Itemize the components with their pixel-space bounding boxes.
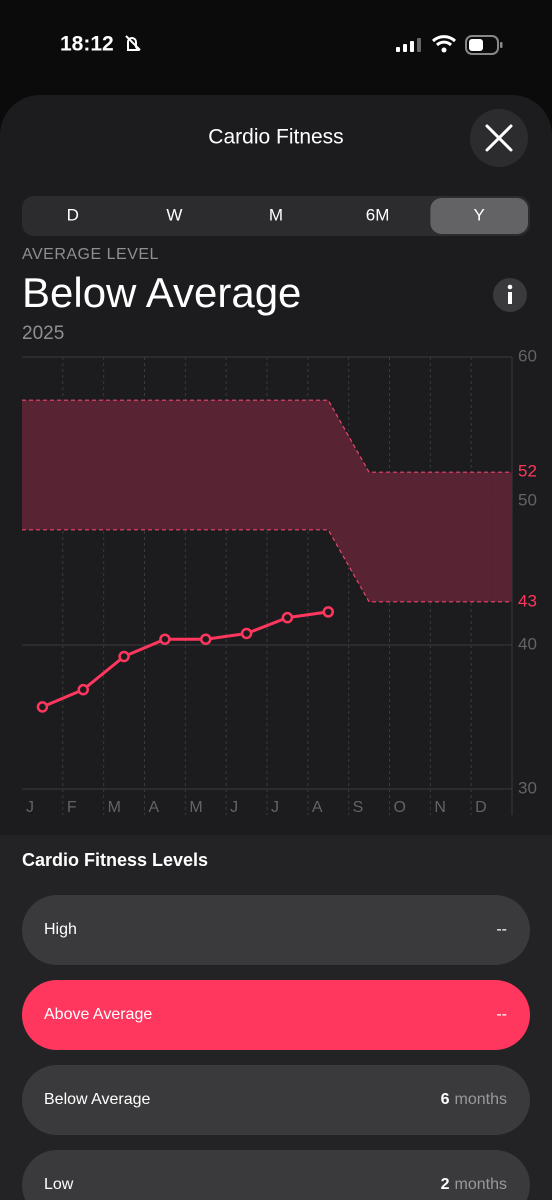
y-tick-label: 60 <box>518 346 537 365</box>
level-count: 6 <box>441 1091 450 1108</box>
level-duration: 6 months <box>441 1091 507 1108</box>
x-tick-label: D <box>475 799 487 816</box>
info-button[interactable] <box>493 278 527 312</box>
x-tick-label: F <box>67 799 77 816</box>
segment-label[interactable]: Y <box>474 205 485 224</box>
level-card[interactable] <box>22 1065 530 1135</box>
band-edge-start <box>22 400 43 530</box>
summary-label: AVERAGE LEVEL <box>22 246 159 263</box>
levels-title: Cardio Fitness Levels <box>22 850 208 870</box>
band-lower-label: 43 <box>518 591 537 610</box>
data-point <box>322 606 334 618</box>
band-lower-edge <box>22 529 512 603</box>
band-upper-edge <box>22 399 512 473</box>
series-line <box>41 610 329 709</box>
data-point <box>159 633 171 645</box>
y-tick-label: 30 <box>518 778 537 797</box>
x-tick-label: M <box>108 799 121 816</box>
level-card[interactable] <box>22 980 530 1050</box>
data-point <box>281 611 294 624</box>
chart: 30 40 50 60 52 43 J F M A M J J A S O N D <box>22 346 537 816</box>
band-edge-end <box>491 472 512 602</box>
level-card[interactable] <box>22 1150 530 1200</box>
segment-label[interactable]: D <box>67 205 79 224</box>
summary-period: 2025 <box>22 323 64 344</box>
level-value: -- <box>496 1006 507 1023</box>
data-point <box>36 701 49 713</box>
segment-label[interactable]: M <box>269 205 283 224</box>
x-tick-label: M <box>189 799 202 816</box>
x-tick-label: J <box>230 799 238 816</box>
data-point <box>77 683 89 696</box>
segment-selected <box>430 198 528 234</box>
y-tick-label: 50 <box>518 490 537 509</box>
sheet-title: Cardio Fitness <box>208 126 343 149</box>
level-duration: 2 months <box>441 1176 507 1193</box>
level-name: Below Average <box>44 1091 151 1108</box>
segmented-control <box>22 196 530 236</box>
level-name: Low <box>44 1176 74 1193</box>
x-tick-label: A <box>149 799 160 816</box>
summary-value: Below Average <box>22 269 301 316</box>
segment-label[interactable]: W <box>166 205 182 224</box>
level-count: 2 <box>441 1176 450 1193</box>
x-tick-label: J <box>26 799 34 816</box>
x-tick-label: A <box>312 799 323 816</box>
level-name: High <box>44 921 77 938</box>
y-tick-label: 40 <box>518 634 537 653</box>
status-time: 18:12 <box>60 33 114 56</box>
level-unit: months <box>455 1176 507 1193</box>
level-value: -- <box>496 921 507 938</box>
band-area <box>42 400 492 602</box>
x-tick-label: O <box>394 799 406 816</box>
data-point <box>118 650 130 663</box>
close-button[interactable] <box>470 109 528 167</box>
data-point <box>240 627 253 640</box>
level-name: Above Average <box>44 1006 152 1023</box>
data-point <box>200 633 212 645</box>
band-upper-label: 52 <box>518 462 537 481</box>
x-tick-label: N <box>434 799 446 816</box>
segment-label[interactable]: 6M <box>366 205 390 224</box>
level-card[interactable] <box>22 895 530 965</box>
level-unit: months <box>455 1091 507 1108</box>
status-icons <box>125 35 503 55</box>
x-tick-label: S <box>353 799 364 816</box>
x-tick-label: J <box>271 799 279 816</box>
